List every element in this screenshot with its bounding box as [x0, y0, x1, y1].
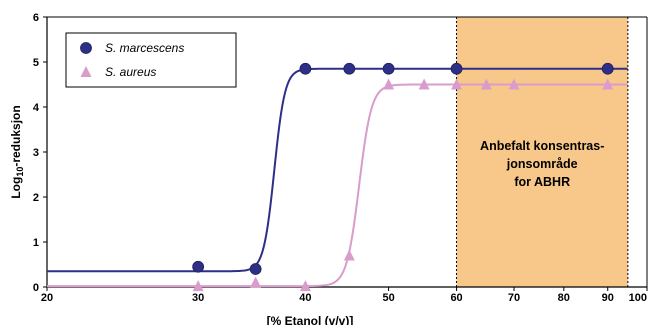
x-tick-label: 50 — [382, 292, 394, 304]
fitted-curve-series-1 — [47, 83, 628, 288]
data-point-series-0 — [382, 62, 395, 75]
data-point-series-0 — [299, 62, 312, 75]
data-point-series-1 — [250, 276, 262, 288]
region-label-line: Anbefalt konsentras- — [480, 139, 604, 153]
y-tick-label: 4 — [33, 102, 40, 114]
data-point-series-1 — [602, 78, 614, 90]
legend-label: S. aureus — [105, 65, 156, 79]
x-tick-label: 20 — [41, 292, 53, 304]
x-tick-label: 40 — [299, 292, 311, 304]
x-tick-label: 30 — [192, 292, 204, 304]
y-tick-label: 3 — [33, 147, 39, 159]
x-axis-label: [% Etanol (v/v)] — [267, 314, 354, 325]
legend-box — [65, 32, 237, 88]
y-tick-label: 2 — [33, 192, 39, 204]
data-point-series-1 — [508, 78, 520, 90]
data-point-series-0 — [249, 263, 262, 275]
x-tick-label: 70 — [508, 292, 520, 304]
data-point-series-0 — [343, 62, 356, 75]
legend-marker-series-1 — [80, 66, 92, 77]
data-point-series-0 — [601, 62, 614, 75]
data-point-series-1 — [299, 280, 311, 292]
recommended-range-region — [456, 17, 628, 287]
data-point-series-1 — [383, 78, 395, 90]
data-point-series-1 — [343, 249, 355, 261]
fitted-curve-series-0 — [47, 67, 628, 273]
data-point-series-1 — [480, 78, 492, 90]
y-tick-label: 6 — [33, 12, 39, 24]
y-axis-label: Log10-reduksjon — [9, 105, 25, 198]
x-tick-label: 60 — [450, 292, 462, 304]
x-tick-label: 80 — [558, 292, 570, 304]
legend-marker-series-0 — [80, 42, 92, 54]
region-label-line: jonsområde — [506, 157, 578, 171]
data-point-series-1 — [192, 280, 204, 292]
y-tick-label: 1 — [33, 237, 39, 249]
y-tick-label: 0 — [33, 282, 39, 294]
y-tick-label: 5 — [33, 57, 39, 69]
data-point-series-1 — [451, 78, 463, 90]
x-tick-label: 100 — [629, 292, 647, 304]
data-point-series-0 — [450, 62, 463, 75]
x-tick-label: 90 — [602, 292, 614, 304]
data-point-series-1 — [418, 78, 430, 90]
legend-label: S. marcescens — [105, 41, 184, 55]
region-label-line: for ABHR — [514, 175, 570, 189]
data-point-series-0 — [192, 260, 205, 273]
